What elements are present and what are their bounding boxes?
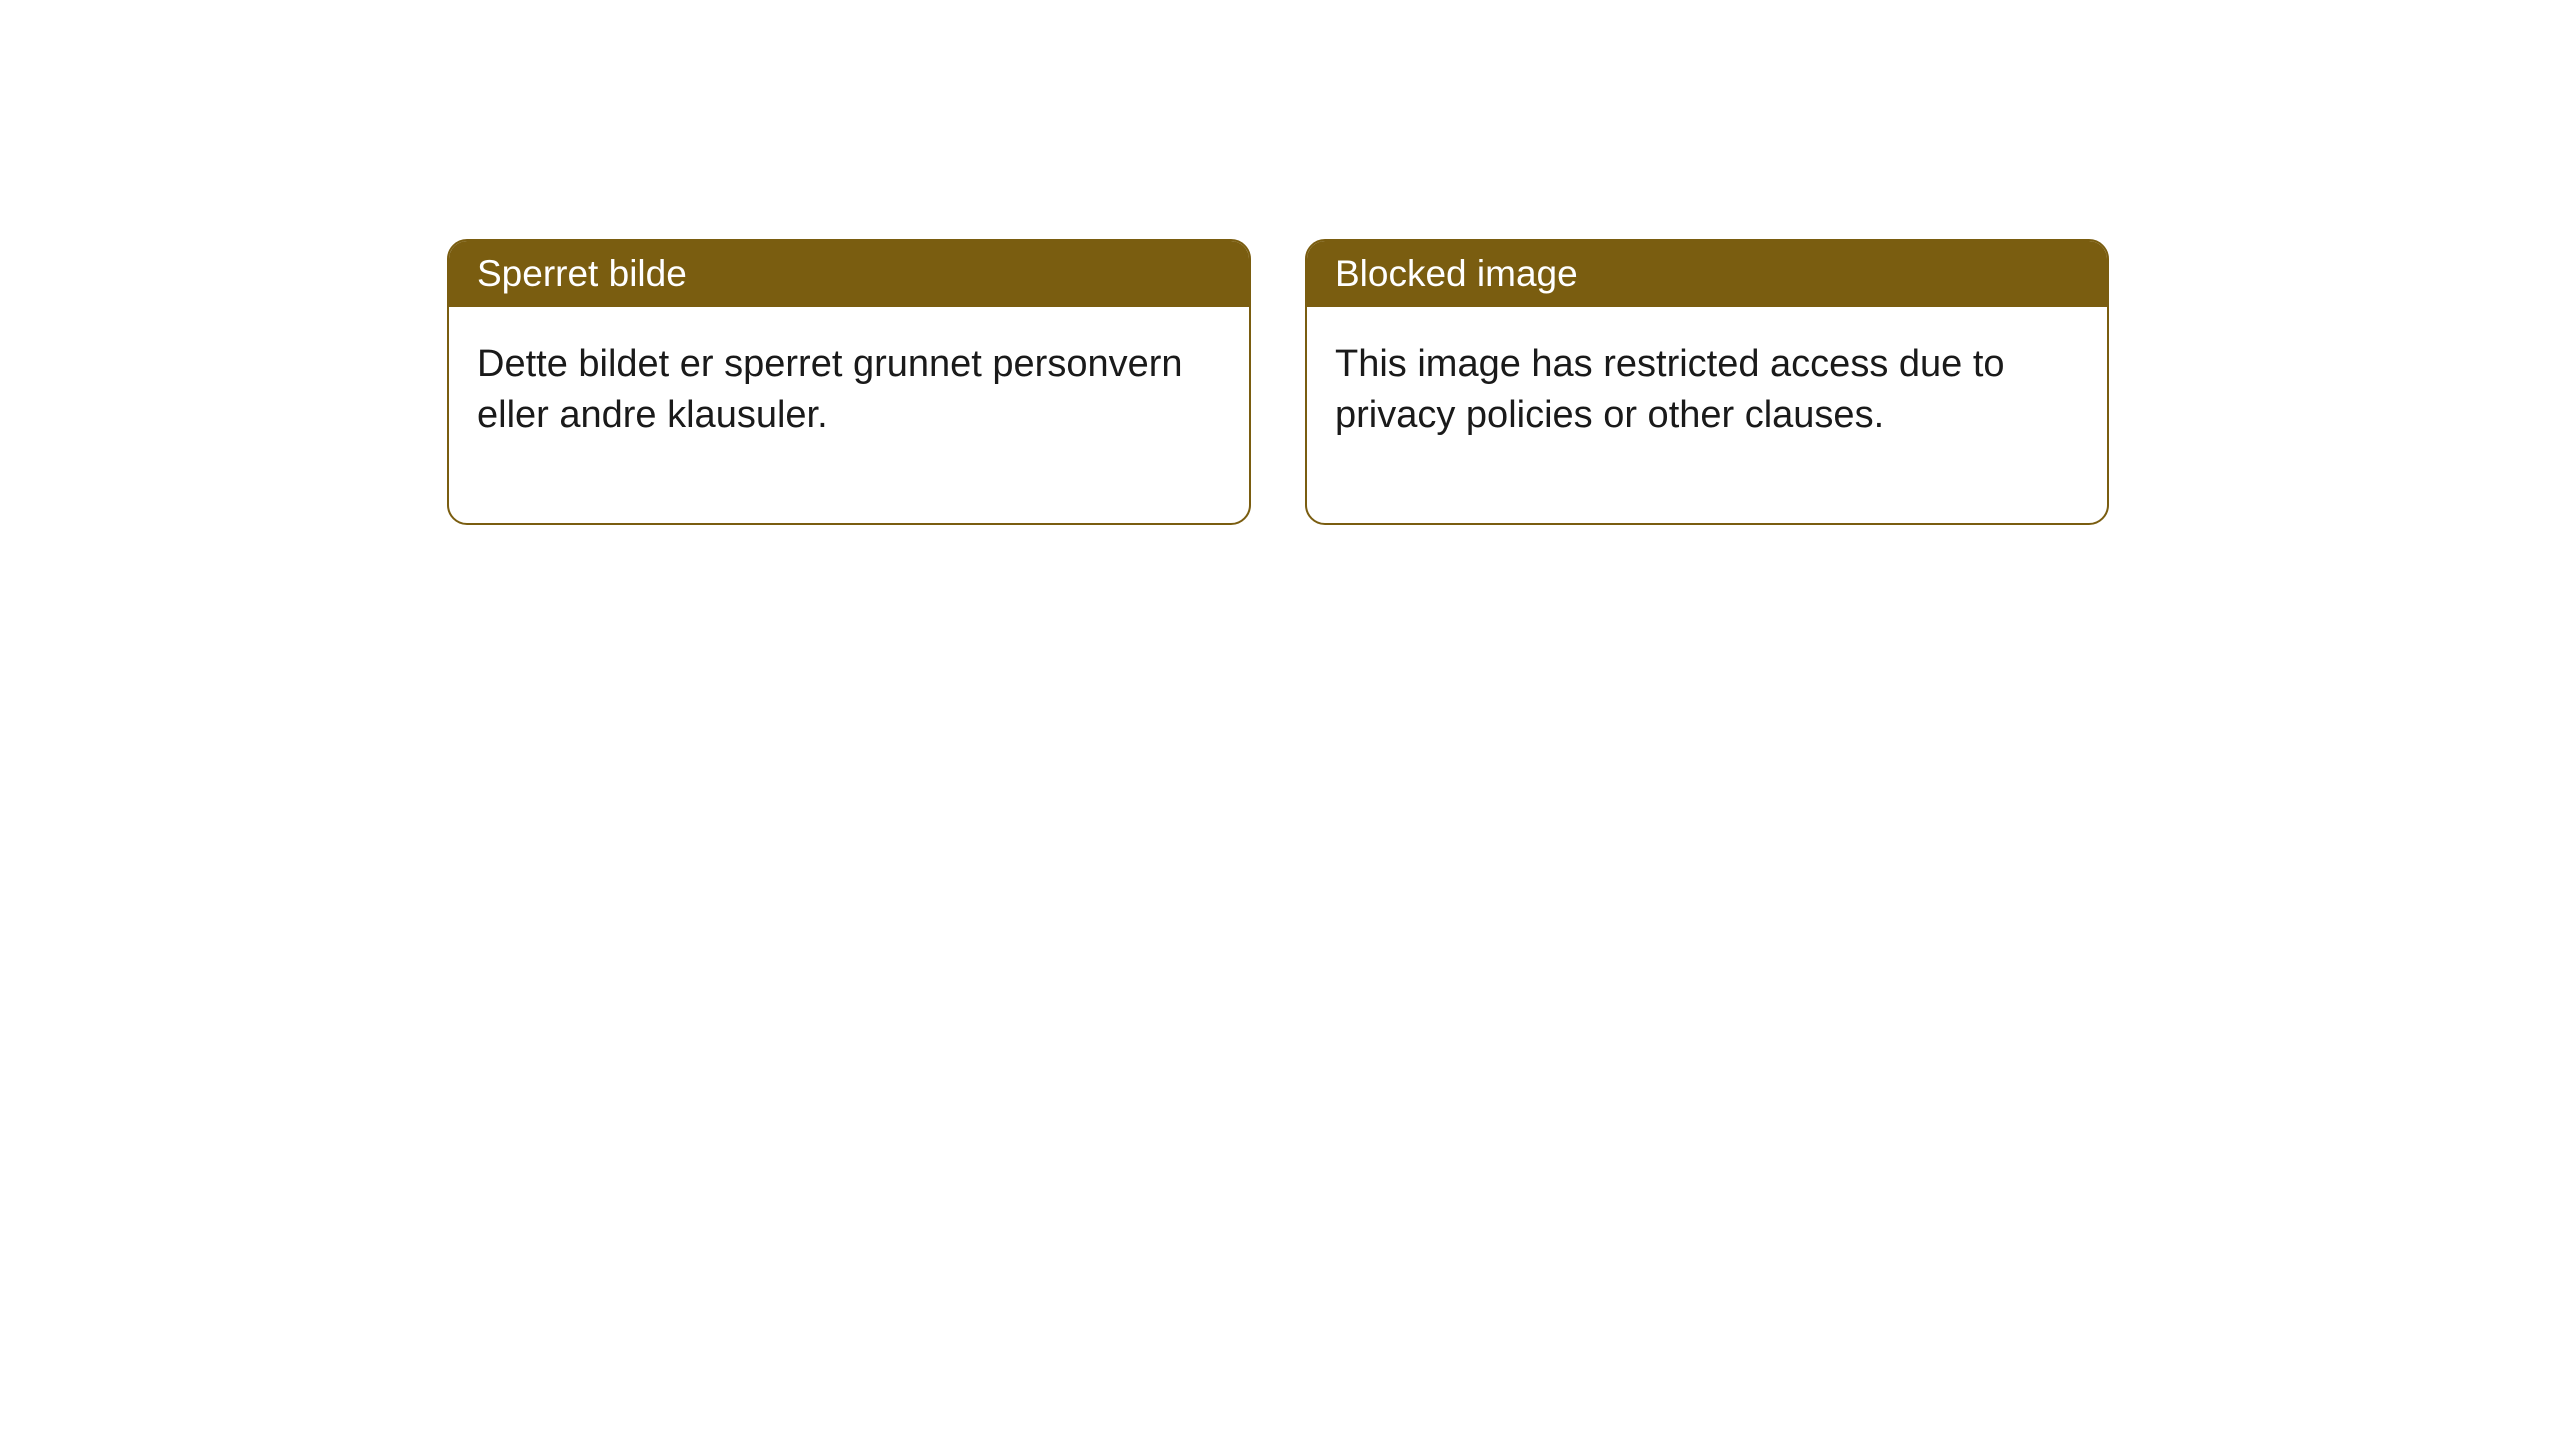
notice-body: Dette bildet er sperret grunnet personve… [449,307,1249,523]
notice-card-english: Blocked image This image has restricted … [1305,239,2109,525]
notice-card-norwegian: Sperret bilde Dette bildet er sperret gr… [447,239,1251,525]
notice-body: This image has restricted access due to … [1307,307,2107,523]
notice-header: Sperret bilde [449,241,1249,307]
notice-container: Sperret bilde Dette bildet er sperret gr… [447,239,2109,525]
notice-header: Blocked image [1307,241,2107,307]
